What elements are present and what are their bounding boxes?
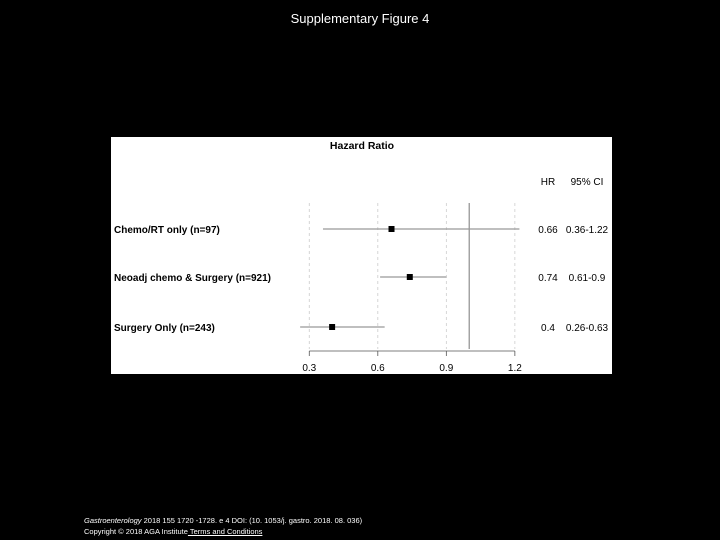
- ci-value: 0.36-1.22: [566, 225, 609, 236]
- x-tick-label-3: 1.2: [508, 363, 522, 374]
- forest-plot-panel: Hazard Ratio HR 95% CI 0.3 0.6 0.9 1.2 Chem…: [111, 137, 612, 374]
- hr-value: 0.4: [541, 323, 555, 334]
- citation-reference: 2018 155 1720 -1728. e 4 DOI: (10. 1053/…: [141, 516, 363, 525]
- citation: Gastroenterology 2018 155 1720 -1728. e …: [84, 515, 362, 537]
- ci-column-header: 95% CI: [571, 177, 604, 188]
- forest-row-0: Chemo/RT only (n=97) 0.66 0.36-1.22: [114, 225, 609, 236]
- row-label: Surgery Only (n=243): [114, 323, 215, 334]
- hr-marker: [406, 274, 413, 280]
- forest-plot: Hazard Ratio HR 95% CI 0.3 0.6 0.9 1.2 Chem…: [114, 140, 609, 374]
- forest-rows: Chemo/RT only (n=97) 0.66 0.36-1.22 Neoadj …: [114, 225, 609, 334]
- x-axis: 0.3 0.6 0.9 1.2: [302, 350, 522, 374]
- hr-marker: [388, 226, 395, 232]
- citation-copyright: Copyright © 2018 AGA Institute: [84, 527, 188, 536]
- ci-value: 0.61-0.9: [569, 273, 606, 284]
- chart-title: Hazard Ratio: [330, 140, 394, 152]
- slide-title: Supplementary Figure 4: [290, 11, 430, 26]
- hr-marker: [329, 324, 336, 330]
- terms-and-conditions-link[interactable]: Terms and Conditions: [187, 527, 263, 536]
- hr-column-header: HR: [541, 177, 555, 188]
- hr-value: 0.66: [538, 225, 558, 236]
- row-label: Neoadj chemo & Surgery (n=921): [114, 273, 271, 284]
- forest-row-1: Neoadj chemo & Surgery (n=921) 0.74 0.61-0…: [114, 273, 606, 284]
- ci-value: 0.26-0.63: [566, 323, 609, 334]
- grid-lines: [308, 203, 516, 349]
- hr-value: 0.74: [538, 273, 558, 284]
- x-tick-label-0: 0.3: [302, 363, 316, 374]
- row-label: Chemo/RT only (n=97): [114, 225, 220, 236]
- citation-journal: Gastroenterology: [84, 516, 142, 525]
- forest-row-2: Surgery Only (n=243) 0.4 0.26-0.63: [114, 323, 609, 334]
- x-tick-label-2: 0.9: [439, 363, 453, 374]
- x-tick-label-1: 0.6: [371, 363, 385, 374]
